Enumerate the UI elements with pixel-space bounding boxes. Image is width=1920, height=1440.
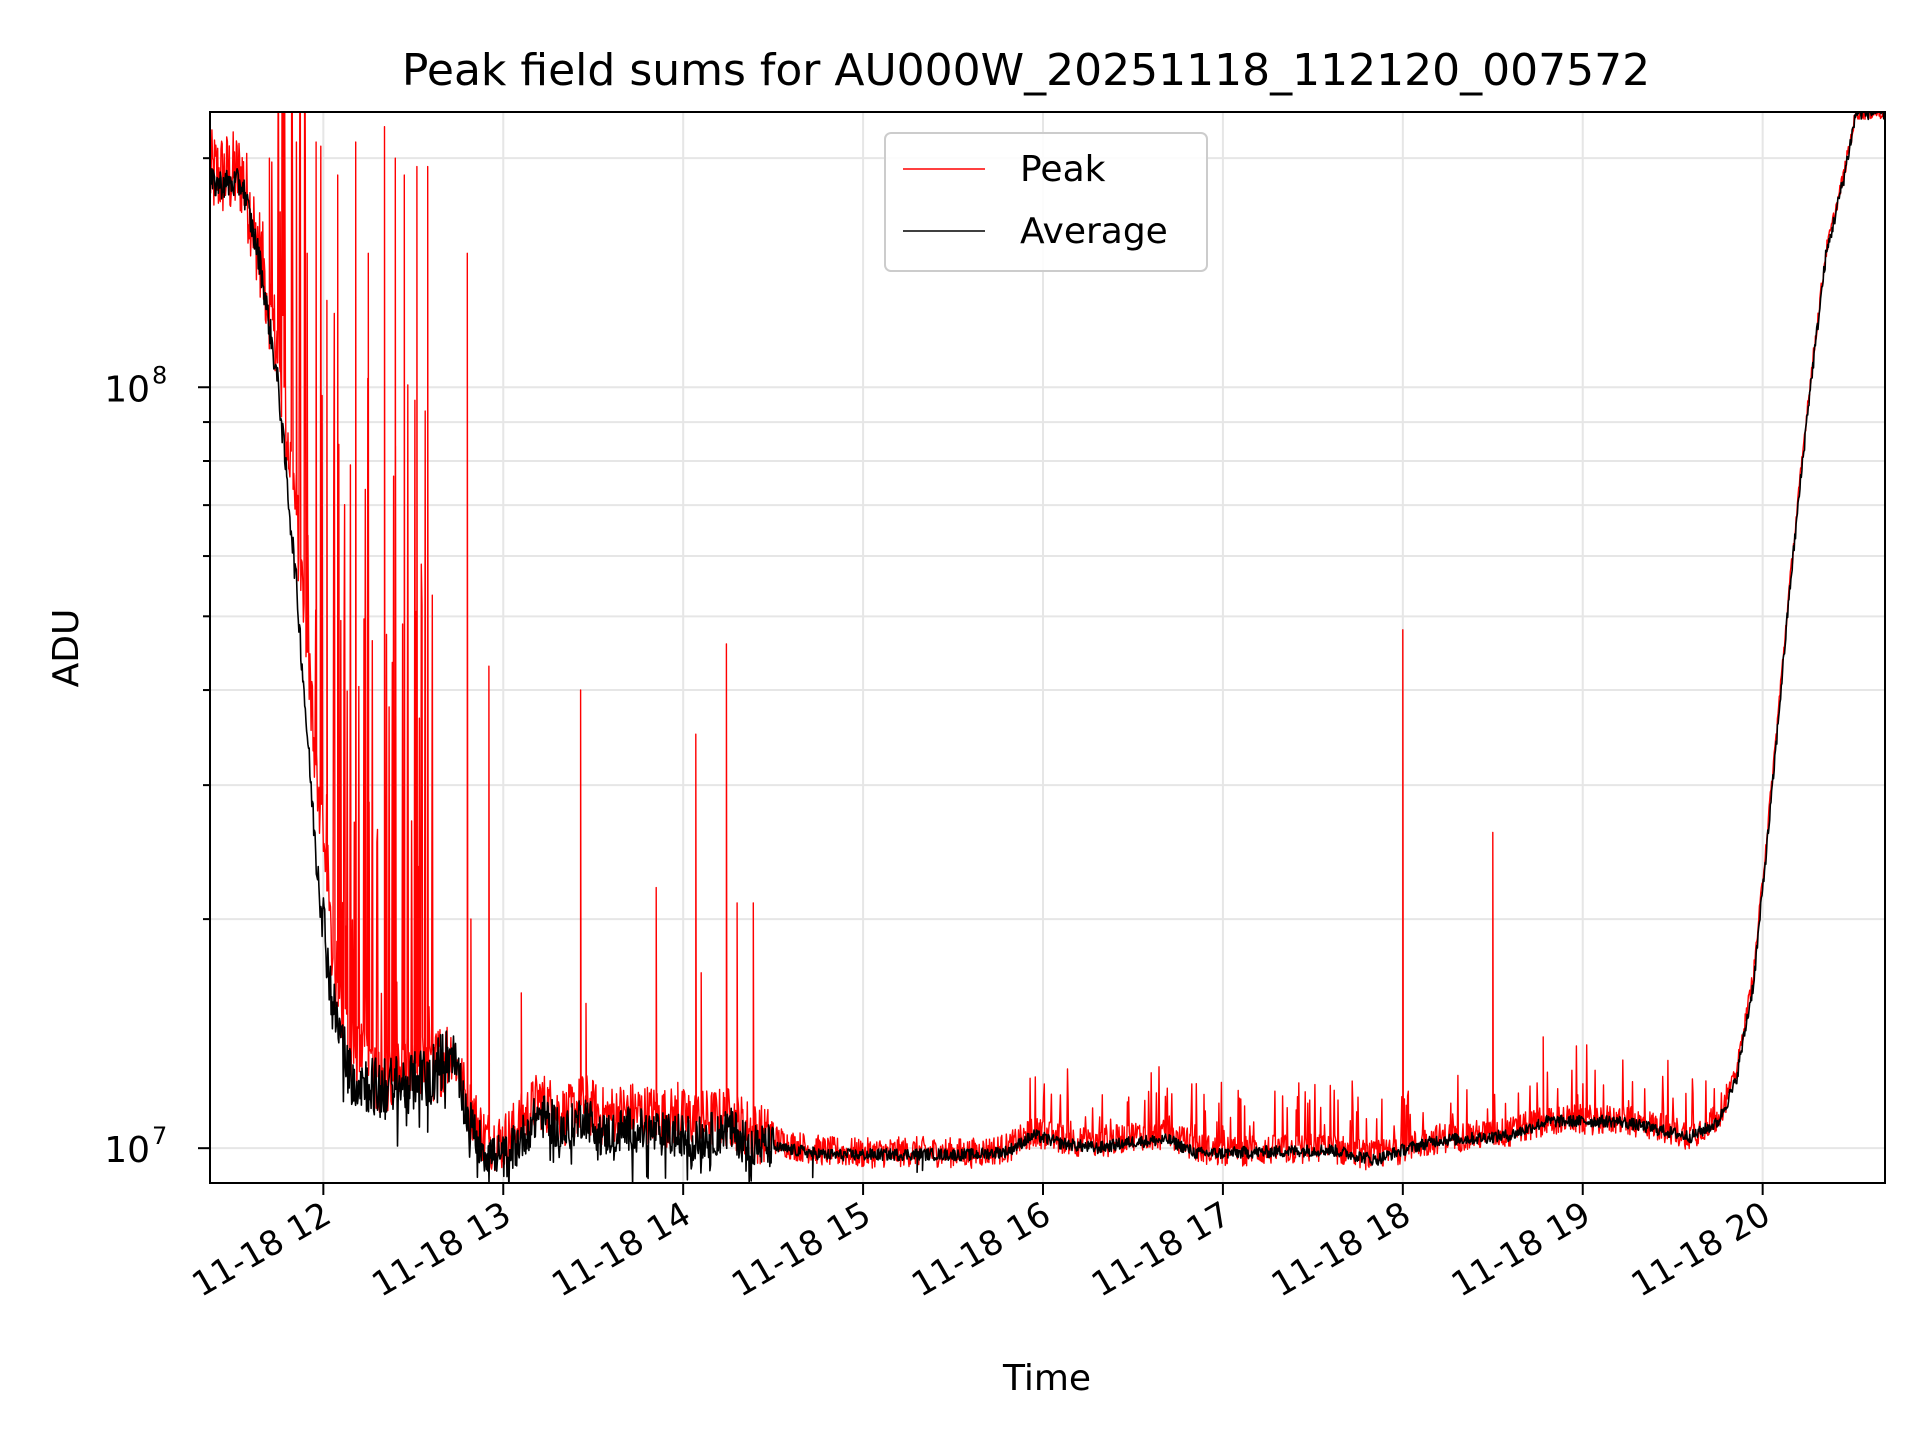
series-layer: [210, 112, 1885, 1183]
x-tick-label: 11-18 12: [185, 1194, 337, 1305]
legend-label-peak: Peak: [1020, 149, 1106, 190]
x-tick-label: 11-18 15: [725, 1194, 877, 1305]
legend: Peak Average: [884, 132, 1208, 272]
series-line-average: [210, 112, 1885, 1183]
y-tick-exponent: 8: [152, 361, 167, 389]
x-axis: 11-18 12 11-18 13 11-18 14 11-18 15 11-18 16…: [185, 1183, 1777, 1305]
x-tick-label: 11-18 17: [1085, 1194, 1237, 1305]
legend-label-average: Average: [1020, 211, 1168, 252]
x-tick-label: 11-18 16: [905, 1194, 1057, 1305]
x-tick-label: 11-18 19: [1445, 1194, 1597, 1305]
x-tick-label: 11-18 20: [1625, 1194, 1777, 1305]
x-axis-label: Time: [1002, 1358, 1091, 1399]
y-axis-label: ADU: [46, 609, 87, 688]
y-tick-label: 10: [104, 1130, 150, 1171]
y-tick-exponent: 7: [152, 1122, 167, 1150]
chart-title: Peak field sums for AU000W_20251118_1121…: [402, 45, 1650, 96]
legend-frame: [884, 132, 1208, 272]
x-tick-label: 11-18 14: [545, 1194, 697, 1305]
plot-area: [210, 112, 1885, 1183]
x-tick-label: 11-18 13: [365, 1194, 517, 1305]
y-tick-label: 10: [104, 369, 150, 410]
x-tick-label: 11-18 18: [1265, 1194, 1417, 1305]
grid: [210, 112, 1885, 1183]
axes-frame: [209, 111, 1886, 1184]
